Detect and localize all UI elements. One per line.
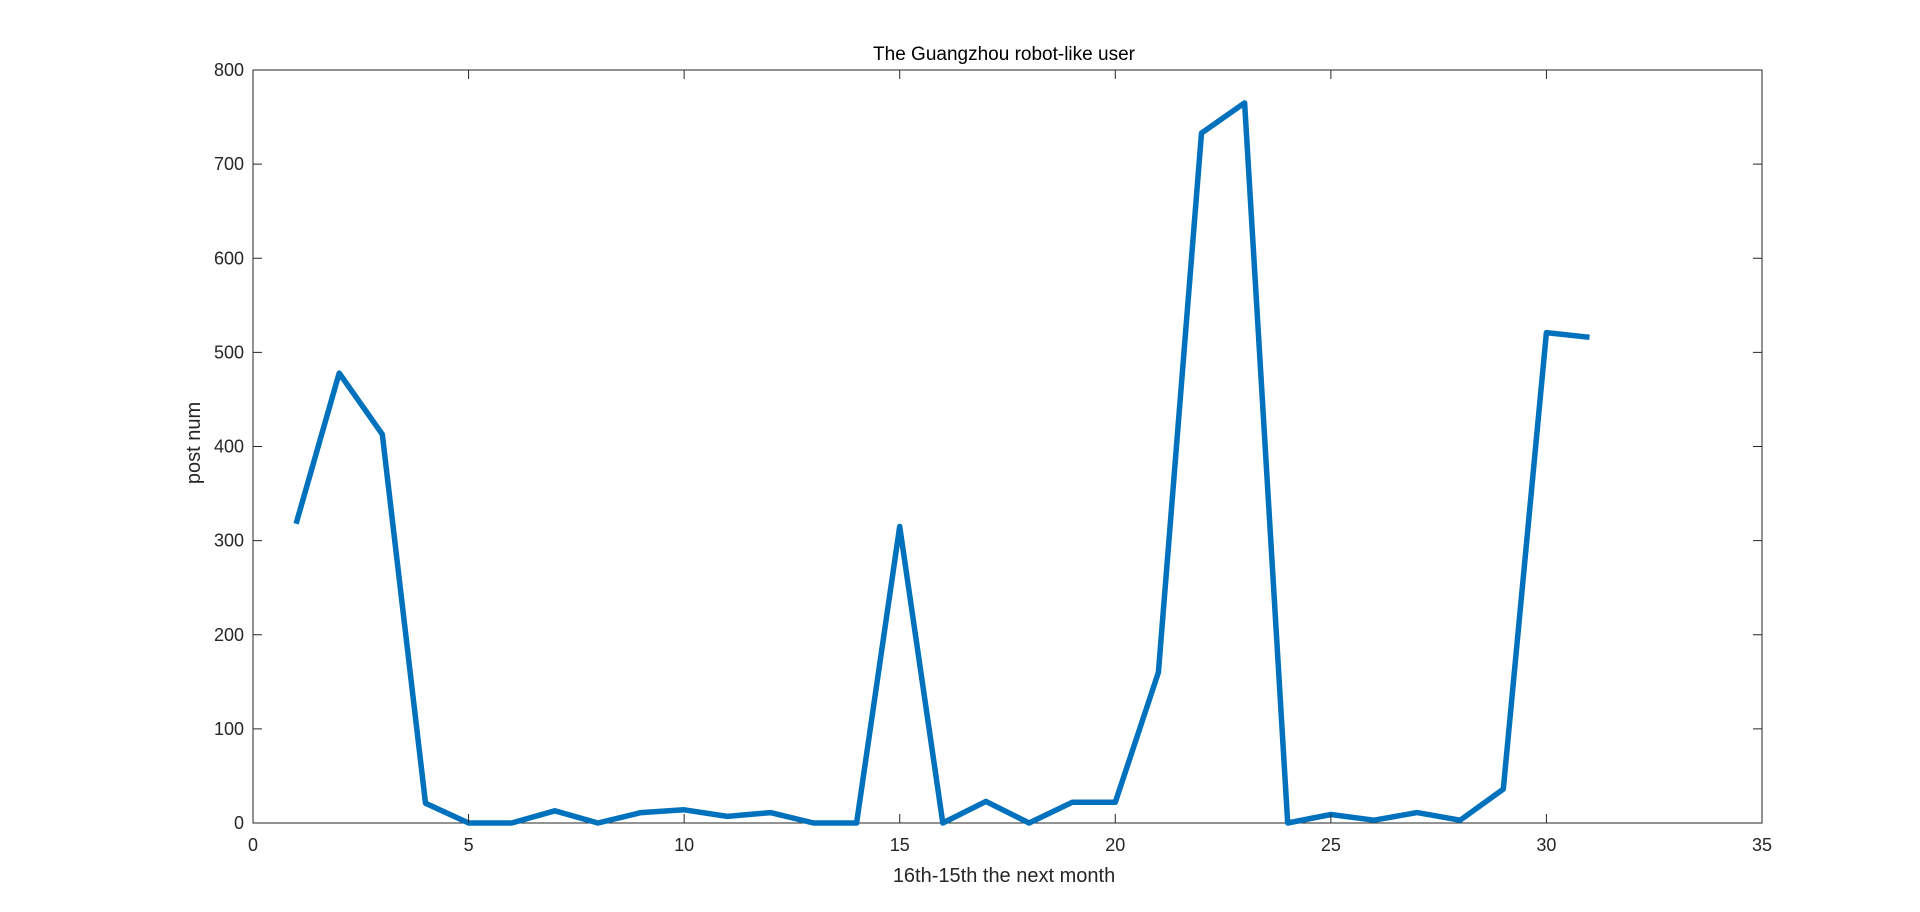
x-tick-label: 25 xyxy=(1321,835,1341,855)
y-tick-label: 100 xyxy=(214,719,244,739)
y-tick-label: 700 xyxy=(214,154,244,174)
x-tick-label: 35 xyxy=(1752,835,1772,855)
axis-ticks: 0 5 10 15 20 25 30 35 0 100 200 300 400 500 600 700 800 xyxy=(214,60,1772,855)
x-axis-label: 16th-15th the next month xyxy=(893,865,1115,887)
y-tick-label: 400 xyxy=(214,437,244,457)
x-tick-label: 0 xyxy=(248,835,258,855)
y-tick-label: 600 xyxy=(214,248,244,268)
y-tick-label: 500 xyxy=(214,342,244,362)
y-axis-label: post num xyxy=(183,402,205,484)
series-line xyxy=(293,100,1590,826)
y-tick-label: 0 xyxy=(234,813,244,833)
x-tick-label: 20 xyxy=(1105,835,1125,855)
x-tick-label: 30 xyxy=(1536,835,1556,855)
x-tick-label: 10 xyxy=(674,835,694,855)
y-tick-label: 800 xyxy=(214,60,244,80)
chart-title: The Guangzhou robot-like user xyxy=(873,44,1136,65)
x-tick-label: 5 xyxy=(464,835,474,855)
x-tick-label: 15 xyxy=(890,835,910,855)
y-tick-label: 200 xyxy=(214,625,244,645)
plot-area xyxy=(252,69,1763,826)
y-tick-label: 300 xyxy=(214,531,244,551)
